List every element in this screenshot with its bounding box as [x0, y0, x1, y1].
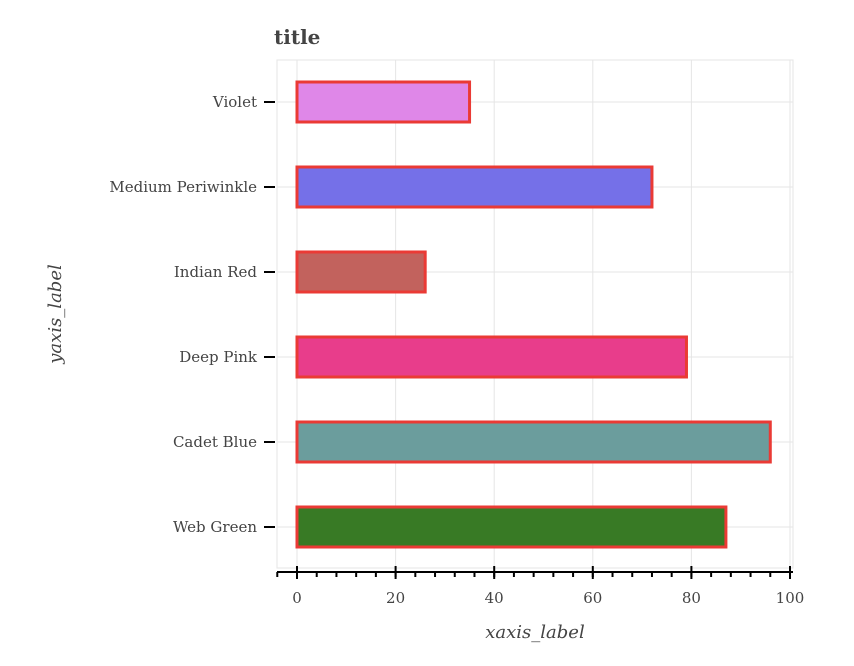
y-tick-label: Indian Red: [174, 263, 258, 281]
x-tick-label: 60: [583, 589, 602, 607]
x-tick-label: 100: [776, 589, 805, 607]
chart-title: title: [274, 25, 320, 49]
x-tick-label: 80: [682, 589, 701, 607]
x-axis-label: xaxis_label: [485, 622, 585, 643]
y-tick-label: Violet: [212, 93, 257, 111]
plot-frame: [276, 59, 794, 569]
x-tick-label: 40: [485, 589, 504, 607]
y-tick-label: Web Green: [173, 518, 257, 536]
bar: [295, 165, 654, 209]
y-tick-label: Medium Periwinkle: [109, 178, 257, 196]
bars: [295, 80, 772, 549]
y-axis-label: yaxis_label: [45, 264, 66, 365]
grid-lines: [277, 60, 793, 568]
x-axis: 0 20 40 60 80 100: [276, 566, 805, 607]
x-tick-label: 20: [386, 589, 405, 607]
bar: [295, 420, 772, 464]
bar: [295, 250, 427, 294]
bar: [295, 505, 728, 549]
bar: [295, 335, 688, 379]
bar: [295, 80, 472, 124]
y-axis: Violet Medium Periwinkle Indian Red Deep Pi…: [109, 93, 275, 536]
x-tick-label: 0: [292, 589, 302, 607]
y-tick-label: Cadet Blue: [173, 433, 257, 451]
y-tick-label: Deep Pink: [179, 348, 258, 366]
